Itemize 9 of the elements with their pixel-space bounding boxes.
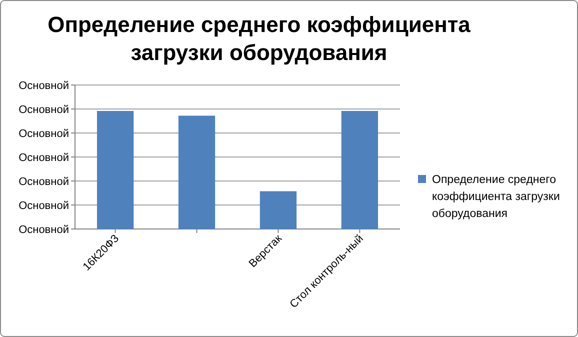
text: Основной — [18, 176, 69, 188]
text: Основной — [18, 200, 69, 212]
text: Основной — [18, 224, 69, 236]
chart-title: Определение среднего коэффициента загрузки оборудования — [48, 12, 472, 65]
legend-label: Определение среднего коэффициента загрузки оборудования — [432, 174, 560, 220]
text: Основной — [18, 104, 69, 116]
text: Основной — [18, 128, 69, 140]
text: Основной — [18, 152, 69, 164]
text: Основной — [18, 80, 69, 92]
